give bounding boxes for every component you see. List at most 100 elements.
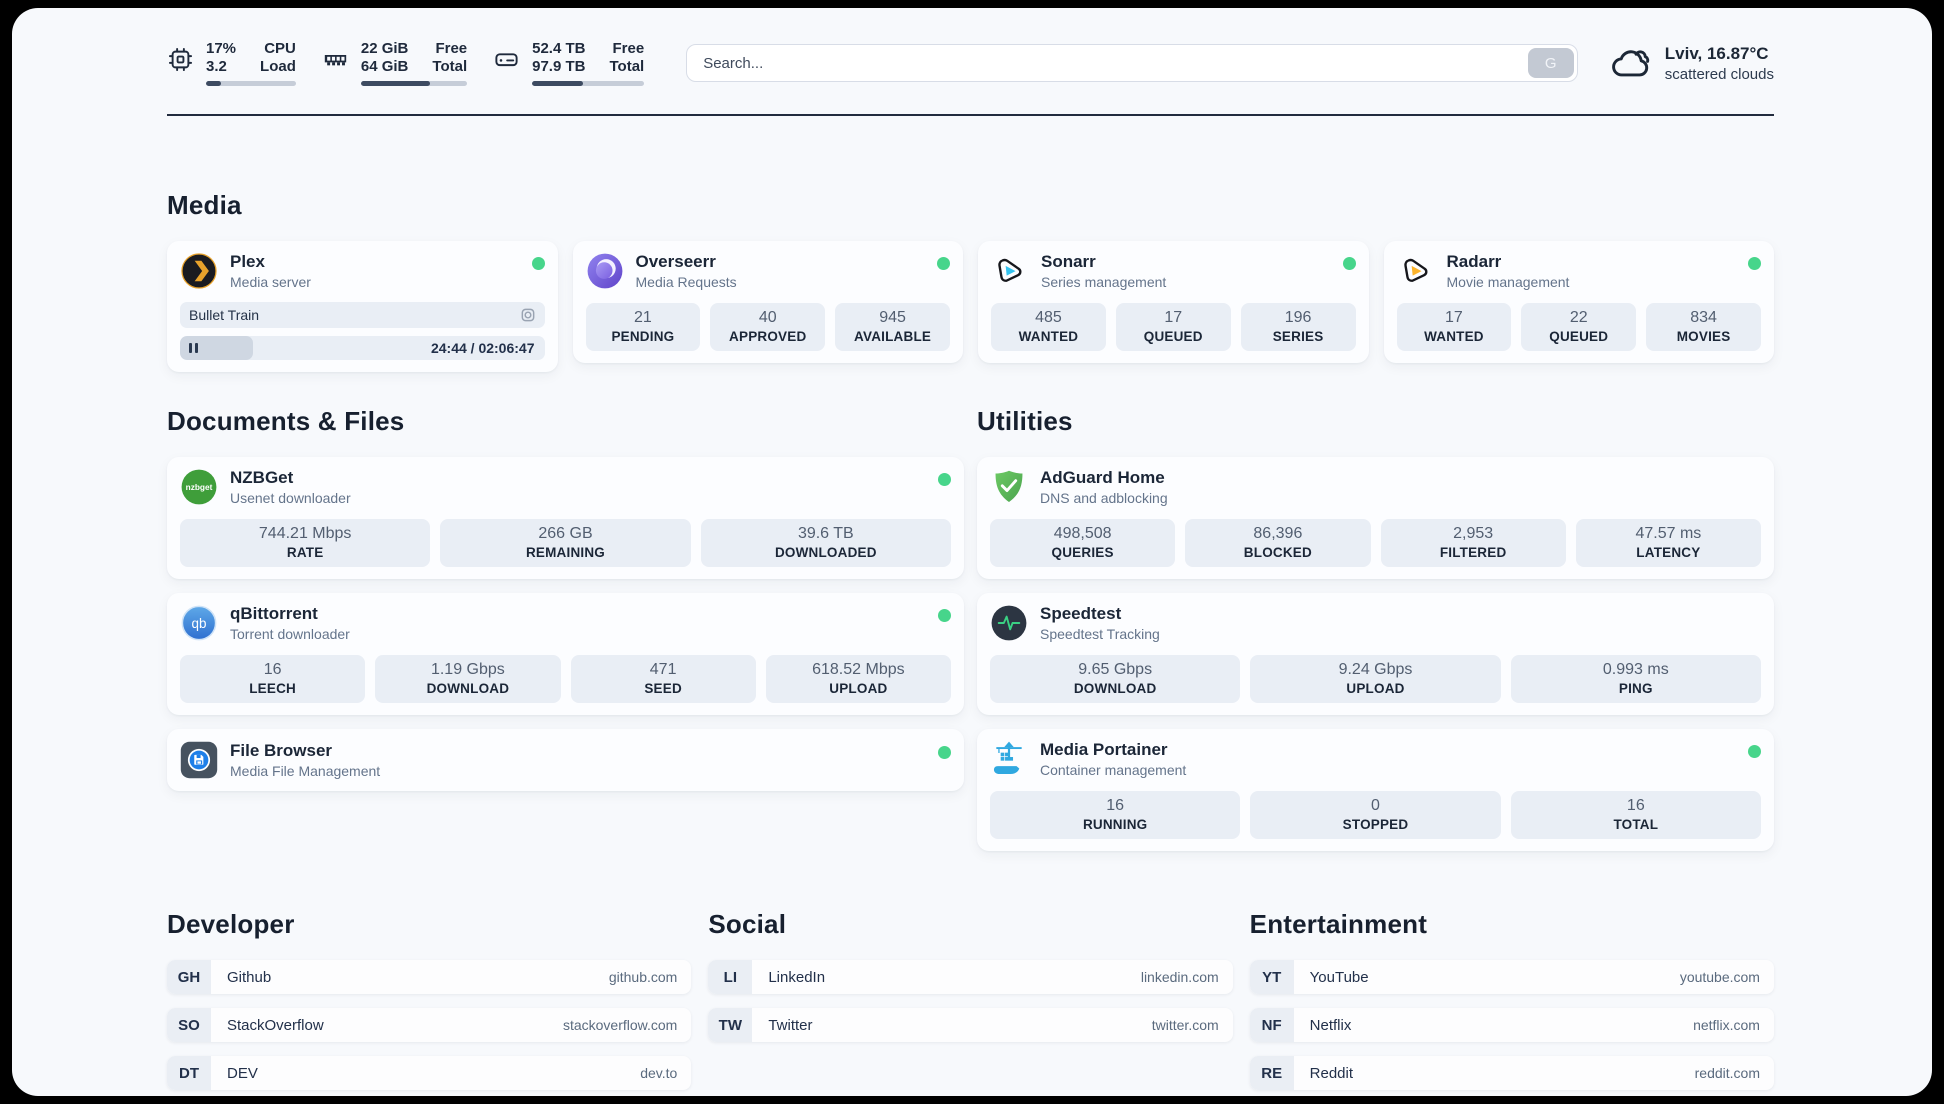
app-name: Sonarr xyxy=(1041,252,1096,271)
link-domain: twitter.com xyxy=(1151,1017,1219,1033)
sonarr-card[interactable]: Sonarr Series management 485 WANTED 17 QUE… xyxy=(978,241,1369,363)
stat-wanted: 485 WANTED xyxy=(991,303,1106,351)
search-engine-button[interactable]: G xyxy=(1527,48,1574,78)
radarr-card[interactable]: Radarr Movie management 17 WANTED 22 QUEUE… xyxy=(1383,241,1774,363)
memory-label-top: Free xyxy=(435,40,468,57)
sonarr-icon xyxy=(991,252,1029,290)
stat-ping: 0.993 ms PING xyxy=(1510,655,1761,703)
link-github[interactable]: GH Github github.com xyxy=(167,960,692,994)
link-name: YouTube xyxy=(1309,968,1369,986)
entertainment-links: Entertainment YT YouTube youtube.com NF … xyxy=(1249,909,1774,1096)
link-domain: reddit.com xyxy=(1694,1065,1760,1081)
memory-label-bottom: Total xyxy=(432,58,468,75)
status-online-dot xyxy=(1748,745,1761,758)
status-online-dot xyxy=(938,609,951,622)
stat-series: 196 SERIES xyxy=(1240,303,1356,351)
scattered-clouds-icon xyxy=(1608,41,1652,85)
speedtest-pulse-icon xyxy=(990,604,1028,642)
link-abbr-badge: GH xyxy=(167,960,211,994)
cpu-usage-bar xyxy=(206,81,296,86)
stat-running: 16 RUNNING xyxy=(990,791,1241,839)
memory-usage-bar xyxy=(360,81,468,86)
app-subtitle: Series management xyxy=(1041,274,1167,290)
link-stackoverflow[interactable]: SO StackOverflow stackoverflow.com xyxy=(167,1008,692,1042)
top-bar: 17% CPU 3.2 Load 22 GiB Free 64 Gi xyxy=(167,34,1774,92)
app-subtitle: Torrent downloader xyxy=(230,626,350,642)
pause-icon xyxy=(189,343,198,353)
app-name: Overseerr xyxy=(635,252,716,271)
playback-progress-bar: 24:44 / 02:06:47 xyxy=(180,336,545,360)
app-subtitle: Movie management xyxy=(1446,274,1570,290)
app-name: qBittorrent xyxy=(230,604,318,623)
storage-label-top: Free xyxy=(612,40,645,57)
stat-filtered: 2,953 FILTERED xyxy=(1380,519,1566,567)
playback-time: 24:44 / 02:06:47 xyxy=(430,340,535,356)
cpu-widget: 17% CPU 3.2 Load xyxy=(167,40,296,86)
dashboard: 17% CPU 3.2 Load 22 GiB Free 64 Gi xyxy=(12,8,1932,1096)
storage-total: 97.9 TB xyxy=(532,58,586,75)
speedtest-card[interactable]: Speedtest Speedtest Tracking 9.65 Gbps DO… xyxy=(977,593,1774,715)
documents-section-title: Documents & Files xyxy=(167,406,405,436)
overseerr-card[interactable]: Overseerr Media Requests 21 PENDING 40 APP… xyxy=(572,241,963,363)
header-divider xyxy=(167,114,1774,116)
app-name: Radarr xyxy=(1446,252,1502,271)
link-abbr-badge: SO xyxy=(167,1008,211,1042)
stat-pending: 21 PENDING xyxy=(585,303,701,351)
cpu-percent: 17% xyxy=(206,40,237,57)
link-youtube[interactable]: YT YouTube youtube.com xyxy=(1249,960,1774,994)
app-name: NZBGet xyxy=(230,468,294,487)
app-name: Speedtest xyxy=(1040,604,1122,623)
app-subtitle: Media Requests xyxy=(635,274,737,290)
weather-condition: scattered clouds xyxy=(1664,65,1774,83)
stat-upload: 618.52 Mbps UPLOAD xyxy=(765,655,951,703)
stat-download: 1.19 Gbps DOWNLOAD xyxy=(375,655,561,703)
entertainment-section-title: Entertainment xyxy=(1249,909,1428,939)
status-online-dot xyxy=(1342,257,1356,270)
qbittorrent-icon: qb xyxy=(180,604,218,642)
link-dev[interactable]: DT DEV dev.to xyxy=(167,1056,692,1090)
session-camera-icon xyxy=(520,307,536,323)
link-netflix[interactable]: NF Netflix netflix.com xyxy=(1249,1008,1774,1042)
link-abbr-badge: TW xyxy=(708,1008,753,1042)
link-name: Netflix xyxy=(1309,1016,1352,1034)
stat-total: 16 TOTAL xyxy=(1510,791,1761,839)
status-online-dot xyxy=(531,257,545,270)
stat-upload: 9.24 Gbps UPLOAD xyxy=(1250,655,1501,703)
qbittorrent-card[interactable]: qb qBittorrent Torrent downloader 16 LEEC… xyxy=(167,593,964,715)
nzbget-icon: nzbget xyxy=(180,468,218,506)
cpu-label-bottom: Load xyxy=(260,58,296,75)
portainer-crane-icon xyxy=(990,740,1028,778)
portainer-card[interactable]: Media Portainer Container management 16 R… xyxy=(977,729,1774,851)
stat-remaining: 266 GB REMAINING xyxy=(440,519,691,567)
storage-label-bottom: Total xyxy=(609,58,645,75)
link-linkedin[interactable]: LI LinkedIn linkedin.com xyxy=(708,960,1233,994)
app-subtitle: Media server xyxy=(230,274,311,290)
link-name: Github xyxy=(227,968,272,986)
plex-card[interactable]: Plex Media server Bullet Train 24:44 / xyxy=(167,241,558,372)
utilities-column: Utilities AdGuard Home DNS and adblockin… xyxy=(977,406,1774,851)
link-domain: youtube.com xyxy=(1679,969,1760,985)
stat-seed: 471 SEED xyxy=(570,655,756,703)
stat-latency: 47.57 ms LATENCY xyxy=(1575,519,1761,567)
stat-queued: 17 QUEUED xyxy=(1115,303,1231,351)
stat-downloaded: 39.6 TB DOWNLOADED xyxy=(700,519,951,567)
nzbget-card[interactable]: nzbget NZBGet Usenet downloader 744.21 M… xyxy=(167,457,964,579)
link-twitter[interactable]: TW Twitter twitter.com xyxy=(708,1008,1233,1042)
link-name: DEV xyxy=(227,1064,258,1082)
now-playing-title: Bullet Train xyxy=(189,307,260,323)
storage-widget: 52.4 TB Free 97.9 TB Total xyxy=(493,40,645,86)
cpu-chip-icon xyxy=(167,46,194,73)
cpu-label-top: CPU xyxy=(264,40,296,57)
adguard-card[interactable]: AdGuard Home DNS and adblocking 498,508 Q… xyxy=(977,457,1774,579)
stat-queued: 22 QUEUED xyxy=(1521,303,1637,351)
filebrowser-card[interactable]: File Browser Media File Management xyxy=(167,729,964,791)
app-name: Media Portainer xyxy=(1040,740,1168,759)
link-reddit[interactable]: RE Reddit reddit.com xyxy=(1249,1056,1774,1090)
link-domain: netflix.com xyxy=(1693,1017,1760,1033)
link-domain: dev.to xyxy=(640,1065,678,1081)
link-domain: github.com xyxy=(608,969,678,985)
cpu-load-avg: 3.2 xyxy=(206,58,227,75)
app-name: File Browser xyxy=(230,741,333,760)
social-section-title: Social xyxy=(708,909,787,939)
search-input[interactable] xyxy=(686,44,1578,82)
